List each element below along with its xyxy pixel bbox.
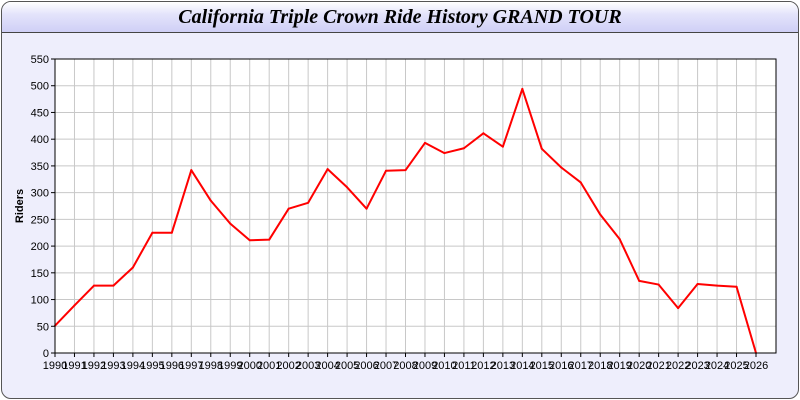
data-point (716, 284, 719, 287)
x-tick-label: 2003 (296, 360, 320, 372)
x-tick-label: 2002 (276, 360, 300, 372)
data-point (73, 304, 76, 307)
y-tick-label: 450 (31, 107, 49, 119)
x-tick-label: 2026 (744, 360, 768, 372)
x-tick-label: 1992 (82, 360, 106, 372)
x-tick-label: 2013 (491, 360, 515, 372)
data-point (423, 141, 426, 144)
y-tick-label: 350 (31, 161, 49, 173)
plot-area (55, 59, 776, 353)
x-tick-label: 2012 (471, 360, 495, 372)
data-point (521, 87, 524, 90)
data-point (735, 285, 738, 288)
y-tick-label: 400 (31, 134, 49, 146)
x-tick-label: 2006 (354, 360, 378, 372)
data-point (618, 238, 621, 241)
x-tick-label: 2023 (685, 360, 709, 372)
y-tick-label: 300 (31, 188, 49, 200)
data-point (560, 166, 563, 169)
x-tick-label: 2009 (413, 360, 437, 372)
data-point (540, 147, 543, 150)
y-tick-label: 150 (31, 268, 49, 280)
y-tick-label: 200 (31, 241, 49, 253)
x-tick-label: 1997 (179, 360, 203, 372)
x-tick-label: 2008 (393, 360, 417, 372)
data-point (404, 169, 407, 172)
x-tick-label: 1996 (160, 360, 184, 372)
data-point (657, 283, 660, 286)
x-tick-label: 2005 (335, 360, 359, 372)
x-tick-label: 2019 (607, 360, 631, 372)
x-tick-label: 2000 (237, 360, 261, 372)
x-tick-label: 1991 (62, 360, 86, 372)
data-point (112, 284, 115, 287)
data-point (365, 207, 368, 210)
data-point (326, 168, 329, 171)
x-tick-label: 1990 (43, 360, 67, 372)
data-point (462, 147, 465, 150)
plot-border (54, 58, 777, 354)
data-point (677, 307, 680, 310)
x-tick-label: 1999 (218, 360, 242, 372)
data-point (151, 231, 154, 234)
x-tick-label: 1998 (199, 360, 223, 372)
y-tick-label: 550 (31, 54, 49, 66)
x-tick-label: 2017 (569, 360, 593, 372)
x-tick-label: 2018 (588, 360, 612, 372)
data-point (385, 169, 388, 172)
x-tick-label: 2024 (705, 360, 729, 372)
y-tick-label: 100 (31, 295, 49, 307)
data-point (268, 238, 271, 241)
data-point (579, 181, 582, 184)
data-point (248, 239, 251, 242)
data-point (501, 145, 504, 148)
data-point (190, 169, 193, 172)
x-tick-label: 2025 (724, 360, 748, 372)
data-point (443, 152, 446, 155)
x-tick-label: 1995 (140, 360, 164, 372)
data-point (287, 207, 290, 210)
data-point (696, 283, 699, 286)
data-point (229, 222, 232, 225)
x-tick-label: 2021 (646, 360, 670, 372)
title-bar: California Triple Crown Ride History GRA… (2, 2, 798, 33)
x-tick-label: 2015 (530, 360, 554, 372)
x-tick-label: 2016 (549, 360, 573, 372)
y-tick-label: 500 (31, 81, 49, 93)
y-tick-label: 250 (31, 214, 49, 226)
data-point (209, 199, 212, 202)
data-point (307, 201, 310, 204)
chart-title: California Triple Crown Ride History GRA… (178, 6, 622, 28)
data-point (92, 284, 95, 287)
data-point (131, 266, 134, 269)
x-tick-label: 2010 (432, 360, 456, 372)
x-tick-label: 2020 (627, 360, 651, 372)
y-axis-label: Riders (14, 189, 26, 223)
x-tick-label: 2014 (510, 360, 534, 372)
data-point (346, 186, 349, 189)
data-point (170, 231, 173, 234)
y-tick-label: 0 (43, 348, 49, 360)
data-point (638, 279, 641, 282)
y-tick-label: 50 (37, 321, 49, 333)
x-tick-label: 2011 (452, 360, 476, 372)
x-tick-label: 2007 (374, 360, 398, 372)
x-tick-label: 2001 (257, 360, 281, 372)
x-tick-label: 2022 (666, 360, 690, 372)
x-tick-label: 2004 (315, 360, 339, 372)
x-tick-label: 1993 (101, 360, 125, 372)
data-point (482, 132, 485, 135)
data-point (599, 213, 602, 216)
x-tick-label: 1994 (121, 360, 145, 372)
